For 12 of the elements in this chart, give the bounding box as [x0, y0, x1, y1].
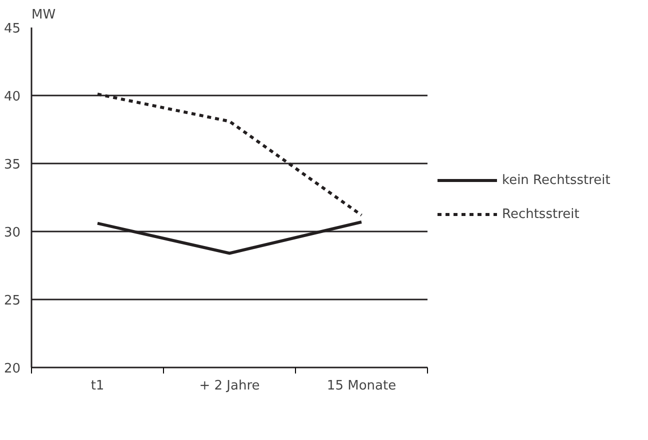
y-axis-title: MW	[32, 8, 56, 22]
y-tick-label: 35	[4, 158, 21, 172]
y-tick-label: 20	[4, 362, 21, 376]
y-tick-label: 45	[4, 22, 21, 36]
x-tick-label: 15 Monate	[326, 378, 396, 394]
legend-label: kein Rechtsstreit	[502, 172, 610, 188]
y-tick-label: 25	[4, 294, 21, 308]
legend-label: Rechtsstreit	[502, 206, 580, 222]
x-tick-label: t1	[90, 378, 104, 394]
x-tick-label: + 2 Jahre	[199, 378, 260, 394]
y-tick-label: 40	[4, 90, 21, 104]
y-tick-label: 30	[4, 226, 21, 240]
